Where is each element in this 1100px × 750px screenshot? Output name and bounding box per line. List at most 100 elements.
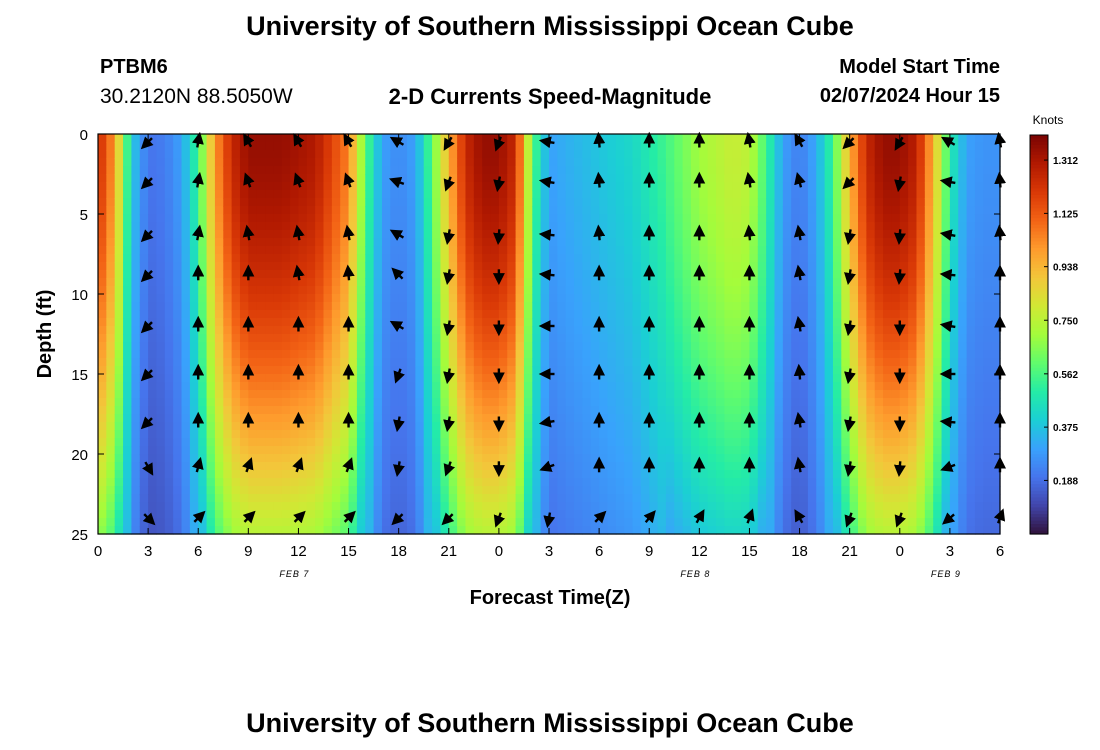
heatmap-cell — [356, 206, 366, 215]
heatmap-cell — [557, 182, 567, 191]
heatmap-cell — [532, 526, 542, 535]
heatmap-cell — [540, 470, 550, 479]
heatmap-cell — [156, 158, 166, 167]
heatmap-cell — [699, 310, 709, 319]
heatmap-cell — [181, 318, 191, 327]
heatmap-cell — [465, 278, 475, 287]
heatmap-cell — [883, 366, 893, 375]
heatmap-cell — [348, 334, 358, 343]
heatmap-cell — [916, 174, 926, 183]
heatmap-cell — [340, 142, 350, 151]
heatmap-cell — [465, 198, 475, 207]
heatmap-cell — [473, 310, 483, 319]
heatmap-cell — [665, 326, 675, 335]
heatmap-cell — [457, 406, 467, 415]
heatmap-cell — [565, 270, 575, 279]
heatmap-cell — [574, 254, 584, 263]
heatmap-cell — [582, 374, 592, 383]
heatmap-cell — [832, 422, 842, 431]
heatmap-cell — [832, 262, 842, 271]
heatmap-cell — [448, 406, 458, 415]
heatmap-cell — [732, 166, 742, 175]
heatmap-cell — [340, 278, 350, 287]
heatmap-cell — [156, 254, 166, 263]
heatmap-cell — [248, 214, 258, 223]
heatmap-cell — [273, 438, 283, 447]
heatmap-cell — [515, 318, 525, 327]
heatmap-cell — [665, 438, 675, 447]
heatmap-cell — [632, 326, 642, 335]
heatmap-cell — [214, 518, 224, 527]
heatmap-cell — [373, 382, 383, 391]
heatmap-cell — [214, 310, 224, 319]
heatmap-cell — [457, 286, 467, 295]
heatmap-cell — [883, 486, 893, 495]
heatmap-cell — [381, 518, 391, 527]
heatmap-cell — [841, 358, 851, 367]
heatmap-cell — [315, 302, 325, 311]
heatmap-cell — [523, 134, 533, 143]
heatmap-cell — [649, 286, 659, 295]
heatmap-cell — [381, 430, 391, 439]
heatmap-cell — [615, 270, 625, 279]
heatmap-cell — [281, 342, 291, 351]
heatmap-cell — [899, 238, 909, 247]
heatmap-cell — [131, 230, 141, 239]
heatmap-cell — [181, 198, 191, 207]
heatmap-cell — [916, 390, 926, 399]
heatmap-cell — [256, 158, 266, 167]
heatmap-cell — [640, 334, 650, 343]
heatmap-cell — [732, 366, 742, 375]
heatmap-cell — [599, 462, 609, 471]
heatmap-cell — [874, 150, 884, 159]
heatmap-cell — [256, 510, 266, 519]
heatmap-cell — [532, 406, 542, 415]
heatmap-cell — [331, 422, 341, 431]
heatmap-cell — [123, 142, 133, 151]
heatmap-cell — [373, 334, 383, 343]
heatmap-cell — [874, 462, 884, 471]
heatmap-cell — [256, 406, 266, 415]
heatmap-cell — [916, 414, 926, 423]
heatmap-cell — [323, 214, 333, 223]
heatmap-cell — [599, 406, 609, 415]
heatmap-cell — [799, 246, 809, 255]
heatmap-cell — [256, 430, 266, 439]
heatmap-cell — [649, 222, 659, 231]
heatmap-cell — [482, 342, 492, 351]
heatmap-cell — [214, 286, 224, 295]
heatmap-cell — [899, 390, 909, 399]
heatmap-cell — [607, 254, 617, 263]
heatmap-cell — [473, 446, 483, 455]
heatmap-cell — [924, 342, 934, 351]
heatmap-cell — [849, 278, 859, 287]
heatmap-cell — [791, 358, 801, 367]
heatmap-cell — [582, 398, 592, 407]
heatmap-cell — [315, 190, 325, 199]
heatmap-cell — [198, 214, 208, 223]
heatmap-cell — [507, 382, 517, 391]
heatmap-cell — [908, 526, 918, 535]
heatmap-cell — [448, 254, 458, 263]
heatmap-cell — [214, 438, 224, 447]
heatmap-cell — [231, 198, 241, 207]
heatmap-cell — [148, 422, 158, 431]
heatmap-cell — [515, 342, 525, 351]
heatmap-cell — [549, 478, 558, 487]
heatmap-cell — [549, 358, 558, 367]
heatmap-cell — [766, 182, 776, 191]
heatmap-cell — [181, 134, 191, 143]
heatmap-cell — [574, 318, 584, 327]
heatmap-cell — [674, 486, 684, 495]
heatmap-cell — [657, 398, 667, 407]
heatmap-cell — [549, 438, 558, 447]
heatmap-cell — [265, 518, 274, 527]
heatmap-cell — [139, 494, 149, 503]
heatmap-cell — [448, 246, 458, 255]
heatmap-cell — [732, 478, 742, 487]
heatmap-cell — [908, 206, 918, 215]
heatmap-cell — [231, 238, 241, 247]
heatmap-cell — [189, 454, 199, 463]
heatmap-cell — [448, 494, 458, 503]
heatmap-cell — [114, 358, 124, 367]
